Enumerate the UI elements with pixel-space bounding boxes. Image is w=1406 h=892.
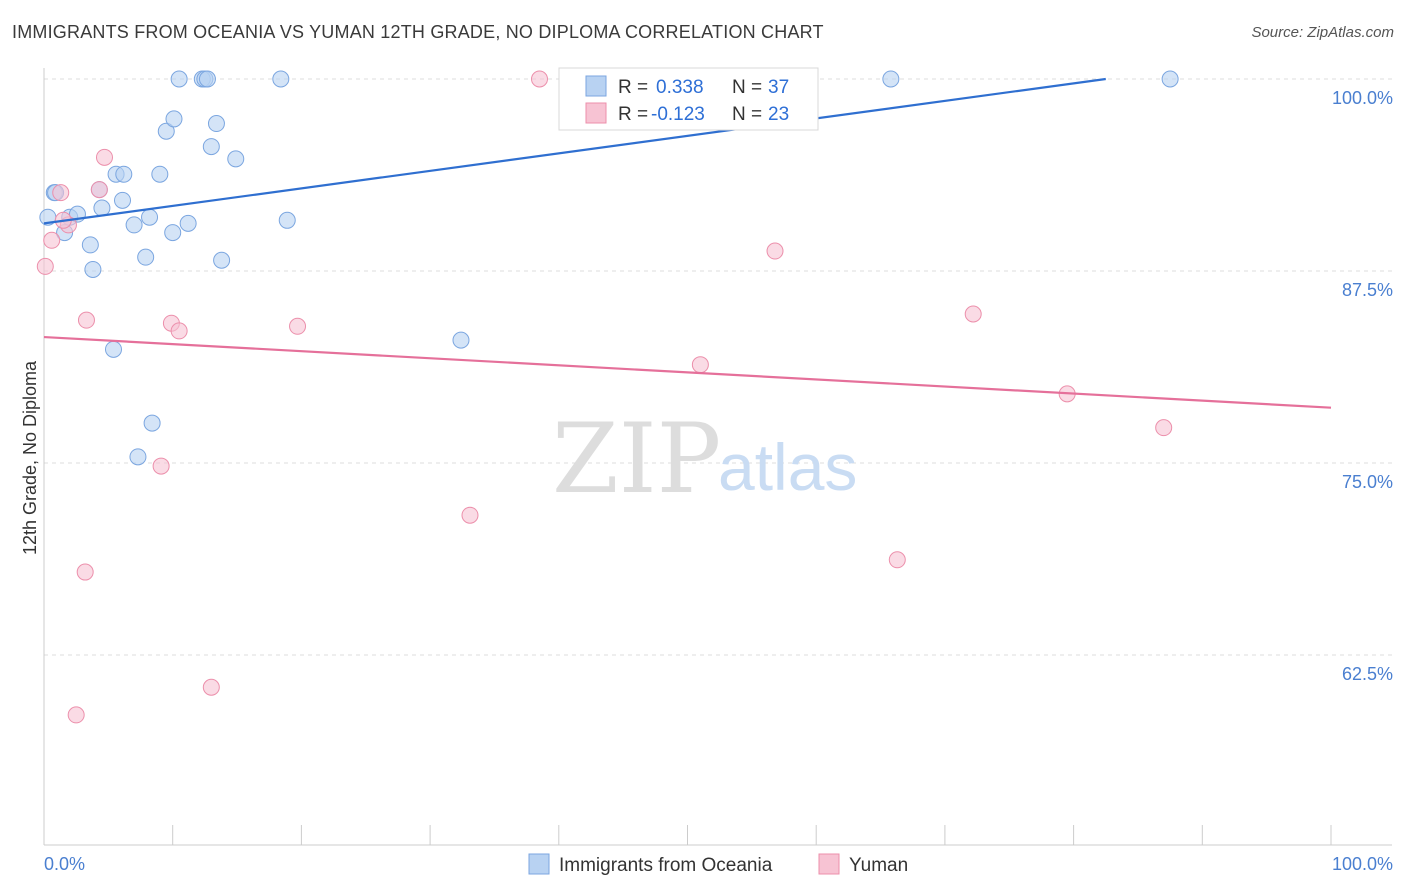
yuman-point-12	[202, 678, 220, 696]
chart-title: IMMIGRANTS FROM OCEANIA VS YUMAN 12TH GR…	[12, 22, 824, 42]
legend-r-label-2: R =	[618, 104, 648, 125]
yuman-point-2	[52, 184, 70, 202]
oceania-point-22	[170, 70, 188, 88]
yuman-point-11	[170, 322, 188, 340]
oceania-point-28	[207, 115, 225, 133]
oceania-point-9	[104, 340, 122, 358]
bottom-legend-label-yuman: Yuman	[849, 855, 908, 876]
watermark: ZIP atlas	[552, 403, 857, 515]
oceania-point-17	[129, 448, 147, 466]
yuman-point-17	[766, 242, 784, 260]
yuman-point-16	[691, 356, 709, 374]
data-points	[36, 70, 1179, 724]
y-tick-label-3: 100.0%	[1332, 88, 1393, 108]
y-axis-title: 12th Grade, No Diploma	[20, 360, 40, 555]
yuman-point-0	[36, 257, 54, 275]
legend-n-value-1: 37	[768, 77, 789, 98]
oceania-point-29	[213, 251, 231, 269]
yuman-point-8	[95, 148, 113, 166]
yuman-point-5	[76, 563, 94, 581]
oceania-point-34	[882, 70, 900, 88]
yuman-point-13	[289, 317, 307, 335]
axes	[43, 68, 1392, 846]
legend-r-value-1: 0.338	[656, 77, 704, 98]
bottom-legend-label-oceania: Immigrants from Oceania	[559, 855, 773, 876]
oceania-point-30	[227, 150, 245, 168]
legend-r-label-1: R =	[618, 77, 648, 98]
oceania-point-14	[137, 248, 155, 266]
x-tick-labels: 0.0% 100.0%	[44, 854, 1393, 874]
oceania-point-21	[164, 224, 182, 242]
yuman-point-19	[964, 305, 982, 323]
yuman-point-18	[888, 551, 906, 569]
oceania-point-15	[141, 208, 159, 226]
source-credit: Source: ZipAtlas.com	[1251, 24, 1394, 41]
bottom-legend-swatch-oceania	[528, 853, 550, 875]
oceania-point-31	[272, 70, 290, 88]
legend-r-value-2: -0.123	[651, 104, 705, 125]
oceania-point-27	[202, 138, 220, 156]
trend-lines	[43, 77, 1332, 409]
oceania-point-33	[452, 331, 470, 349]
yuman-point-1	[43, 231, 61, 249]
oceania-point-5	[81, 236, 99, 254]
oceania-trend-line	[43, 77, 1106, 225]
x-tick-label-0: 0.0%	[44, 854, 85, 874]
legend-swatch-oceania	[585, 75, 607, 97]
oceania-point-8	[93, 199, 111, 217]
yuman-point-7	[90, 181, 108, 199]
legend-swatch-yuman	[585, 102, 607, 124]
y-tick-label-1: 75.0%	[1342, 472, 1393, 492]
y-tick-labels: 62.5% 75.0% 87.5% 100.0%	[1332, 88, 1393, 684]
oceania-point-35	[1161, 70, 1179, 88]
oceania-point-32	[278, 211, 296, 229]
yuman-trend-line	[43, 335, 1332, 409]
yuman-point-6	[77, 311, 95, 329]
oceania-point-16	[143, 414, 161, 432]
y-tick-label-2: 87.5%	[1342, 280, 1393, 300]
yuman-point-14	[461, 506, 479, 524]
y-tick-label-0: 62.5%	[1342, 664, 1393, 684]
oceania-point-12	[114, 191, 132, 209]
series-legend: Immigrants from Oceania Yuman	[528, 853, 908, 876]
oceania-point-19	[157, 122, 175, 140]
oceania-point-11	[115, 165, 133, 183]
oceania-point-13	[125, 216, 143, 234]
watermark-zip: ZIP	[552, 403, 721, 515]
grid-lines	[44, 78, 1392, 656]
oceania-point-23	[179, 214, 197, 232]
oceania-point-18	[151, 165, 169, 183]
legend-n-value-2: 23	[768, 104, 789, 125]
yuman-point-4	[67, 706, 85, 724]
oceania-point-20	[165, 110, 183, 128]
yuman-point-15	[530, 70, 548, 88]
yuman-point-21	[1155, 419, 1173, 437]
bottom-legend-swatch-yuman	[818, 853, 840, 875]
oceania-point-26	[198, 70, 216, 88]
oceania-point-6	[84, 260, 102, 278]
yuman-point-9	[152, 457, 170, 475]
legend-n-label-1: N =	[732, 77, 762, 98]
watermark-atlas: atlas	[718, 430, 857, 504]
correlation-legend: R = 0.338 N = 37 R = -0.123 N = 23	[558, 67, 819, 131]
x-tick-label-1: 100.0%	[1332, 854, 1393, 874]
legend-n-label-2: N =	[732, 104, 762, 125]
